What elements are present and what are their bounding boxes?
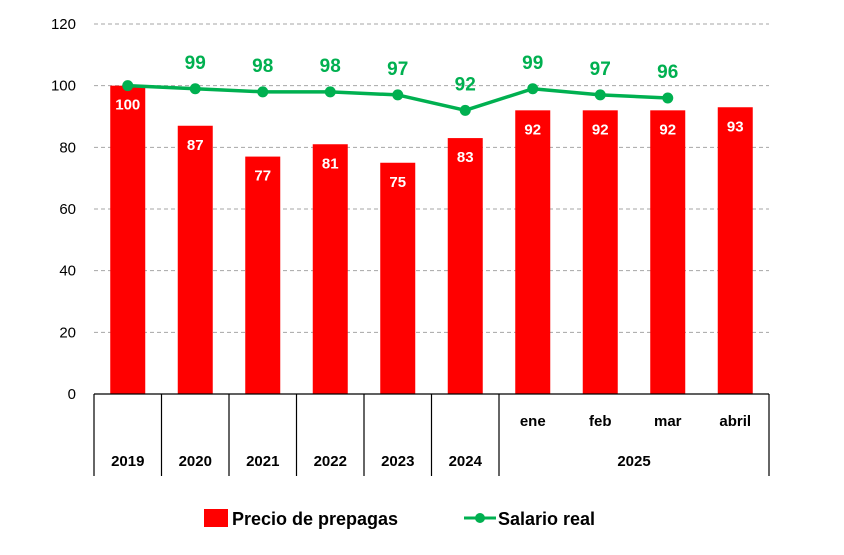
line-point <box>324 86 336 98</box>
bar-data-labels: 100 87 77 81 75 83 92 92 92 93 <box>115 97 743 191</box>
line-value-label: 98 <box>252 56 273 77</box>
y-tick-label: 120 <box>51 16 76 33</box>
line-point <box>189 83 201 95</box>
y-tick-label: 80 <box>59 139 76 156</box>
x-group-label: 2021 <box>246 453 279 470</box>
bar-value-label: 81 <box>322 155 339 172</box>
bar <box>312 144 348 394</box>
x-group-label: 2019 <box>111 453 144 470</box>
y-tick-label: 60 <box>59 201 76 218</box>
line-value-label: 96 <box>657 62 678 83</box>
bar <box>110 85 146 395</box>
line-point <box>392 89 404 101</box>
x-group-label: 2024 <box>449 453 483 470</box>
line-point <box>594 89 606 101</box>
bar <box>717 107 753 394</box>
legend-swatch-bar <box>204 509 228 527</box>
line-value-label: 99 <box>522 53 543 74</box>
line-value-label: 97 <box>590 59 611 80</box>
line-value-label: 99 <box>185 53 206 74</box>
x-subcategory-label: abril <box>719 413 751 430</box>
y-tick-label: 20 <box>59 324 76 341</box>
bar <box>447 138 483 394</box>
x-group-label: 2025 <box>617 453 650 470</box>
bar-value-label: 75 <box>389 174 406 191</box>
bar-value-label: 83 <box>457 149 474 166</box>
bar <box>582 110 618 394</box>
line-point <box>257 86 269 98</box>
line-point <box>527 83 539 95</box>
bar <box>380 162 416 394</box>
line-point <box>459 104 471 116</box>
line-value-label: 92 <box>455 74 476 95</box>
y-tick-label: 0 <box>68 386 76 403</box>
legend-marker-line <box>475 513 485 523</box>
line-value-label: 98 <box>320 56 341 77</box>
bar <box>515 110 551 394</box>
legend: Precio de prepagas Salario real <box>204 509 595 529</box>
bar-value-label: 92 <box>659 121 676 138</box>
bar-value-label: 100 <box>115 97 140 114</box>
line-point <box>122 80 134 92</box>
x-group-label: 2023 <box>381 453 414 470</box>
bar-value-label: 87 <box>187 137 204 154</box>
x-subcategory-label: feb <box>589 413 612 430</box>
bar <box>245 156 281 394</box>
legend-label-line: Salario real <box>498 509 595 529</box>
bar-value-label: 92 <box>592 121 609 138</box>
bar <box>650 110 686 394</box>
y-tick-label: 100 <box>51 78 76 95</box>
bar-value-label: 77 <box>254 168 271 185</box>
x-subcategory-label: ene <box>520 413 546 430</box>
bar-value-label: 93 <box>727 118 744 135</box>
bar-series <box>110 85 753 395</box>
bar <box>177 125 213 394</box>
x-group-label: 2022 <box>314 453 347 470</box>
y-axis: 0 20 40 60 80 100 120 <box>51 16 76 403</box>
line-point <box>662 92 674 104</box>
line-value-label: 97 <box>387 59 408 80</box>
bar-value-label: 92 <box>524 121 541 138</box>
y-tick-label: 40 <box>59 263 76 280</box>
x-axis: ene feb mar abril 2019 2020 2021 2022 2023 2024 20… <box>93 393 770 476</box>
legend-label-bar: Precio de prepagas <box>232 509 398 529</box>
line-series: 99 98 98 97 92 99 97 96 <box>122 53 678 116</box>
x-group-label: 2020 <box>179 453 212 470</box>
x-subcategory-label: mar <box>654 413 682 430</box>
